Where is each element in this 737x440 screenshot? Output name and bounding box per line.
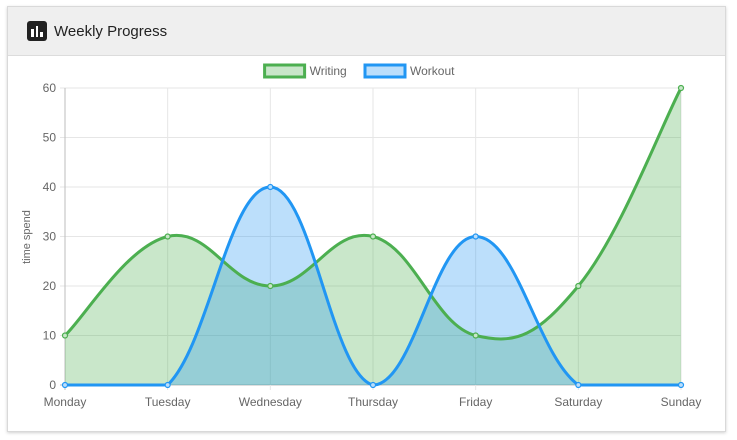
y-axis-label: time spend bbox=[21, 210, 33, 264]
legend-swatch-workout bbox=[363, 63, 407, 79]
workout-area bbox=[65, 187, 681, 385]
writing-point bbox=[61, 332, 69, 339]
workout-point bbox=[164, 381, 171, 389]
writing-point bbox=[164, 233, 171, 240]
legend-swatch-writing bbox=[263, 63, 307, 79]
writing-point bbox=[369, 233, 377, 240]
y-tick-label: 0 bbox=[49, 378, 56, 392]
workout-point bbox=[575, 381, 582, 389]
x-tick-label: Saturday bbox=[554, 395, 602, 409]
writing-point bbox=[575, 282, 582, 290]
card-header: Weekly Progress bbox=[8, 7, 725, 56]
y-tick-label: 30 bbox=[43, 230, 57, 244]
workout-point bbox=[472, 233, 479, 240]
y-tick-label: 20 bbox=[43, 279, 57, 293]
writing-point bbox=[472, 332, 479, 339]
writing-point bbox=[677, 84, 685, 92]
workout-point bbox=[369, 381, 377, 389]
legend-label-writing: Writing bbox=[310, 64, 347, 78]
legend: Writing Workout bbox=[263, 63, 455, 79]
y-tick-label: 10 bbox=[43, 329, 57, 343]
y-tick-label: 50 bbox=[43, 131, 57, 145]
y-tick-label: 60 bbox=[43, 81, 57, 95]
writing-point bbox=[267, 282, 274, 290]
x-tick-label: Friday bbox=[459, 395, 492, 409]
axes: 0 10 20 30 40 50 60 Monday Tuesday Wednesday Thurs… bbox=[43, 81, 702, 409]
workout-point bbox=[267, 183, 274, 191]
x-tick-label: Wednesday bbox=[239, 395, 302, 409]
x-tick-label: Sunday bbox=[661, 395, 702, 409]
y-tick-label: 40 bbox=[43, 180, 57, 194]
x-tick-label: Tuesday bbox=[145, 395, 191, 409]
legend-label-workout: Workout bbox=[410, 64, 455, 78]
x-tick-label: Monday bbox=[44, 395, 87, 409]
x-tick-label: Thursday bbox=[348, 395, 398, 409]
data-points bbox=[61, 84, 685, 389]
card-title: Weekly Progress bbox=[54, 22, 168, 40]
workout-line bbox=[65, 185, 681, 387]
bar-chart-icon bbox=[27, 21, 47, 41]
workout-point bbox=[677, 381, 685, 389]
workout-point bbox=[61, 381, 69, 389]
